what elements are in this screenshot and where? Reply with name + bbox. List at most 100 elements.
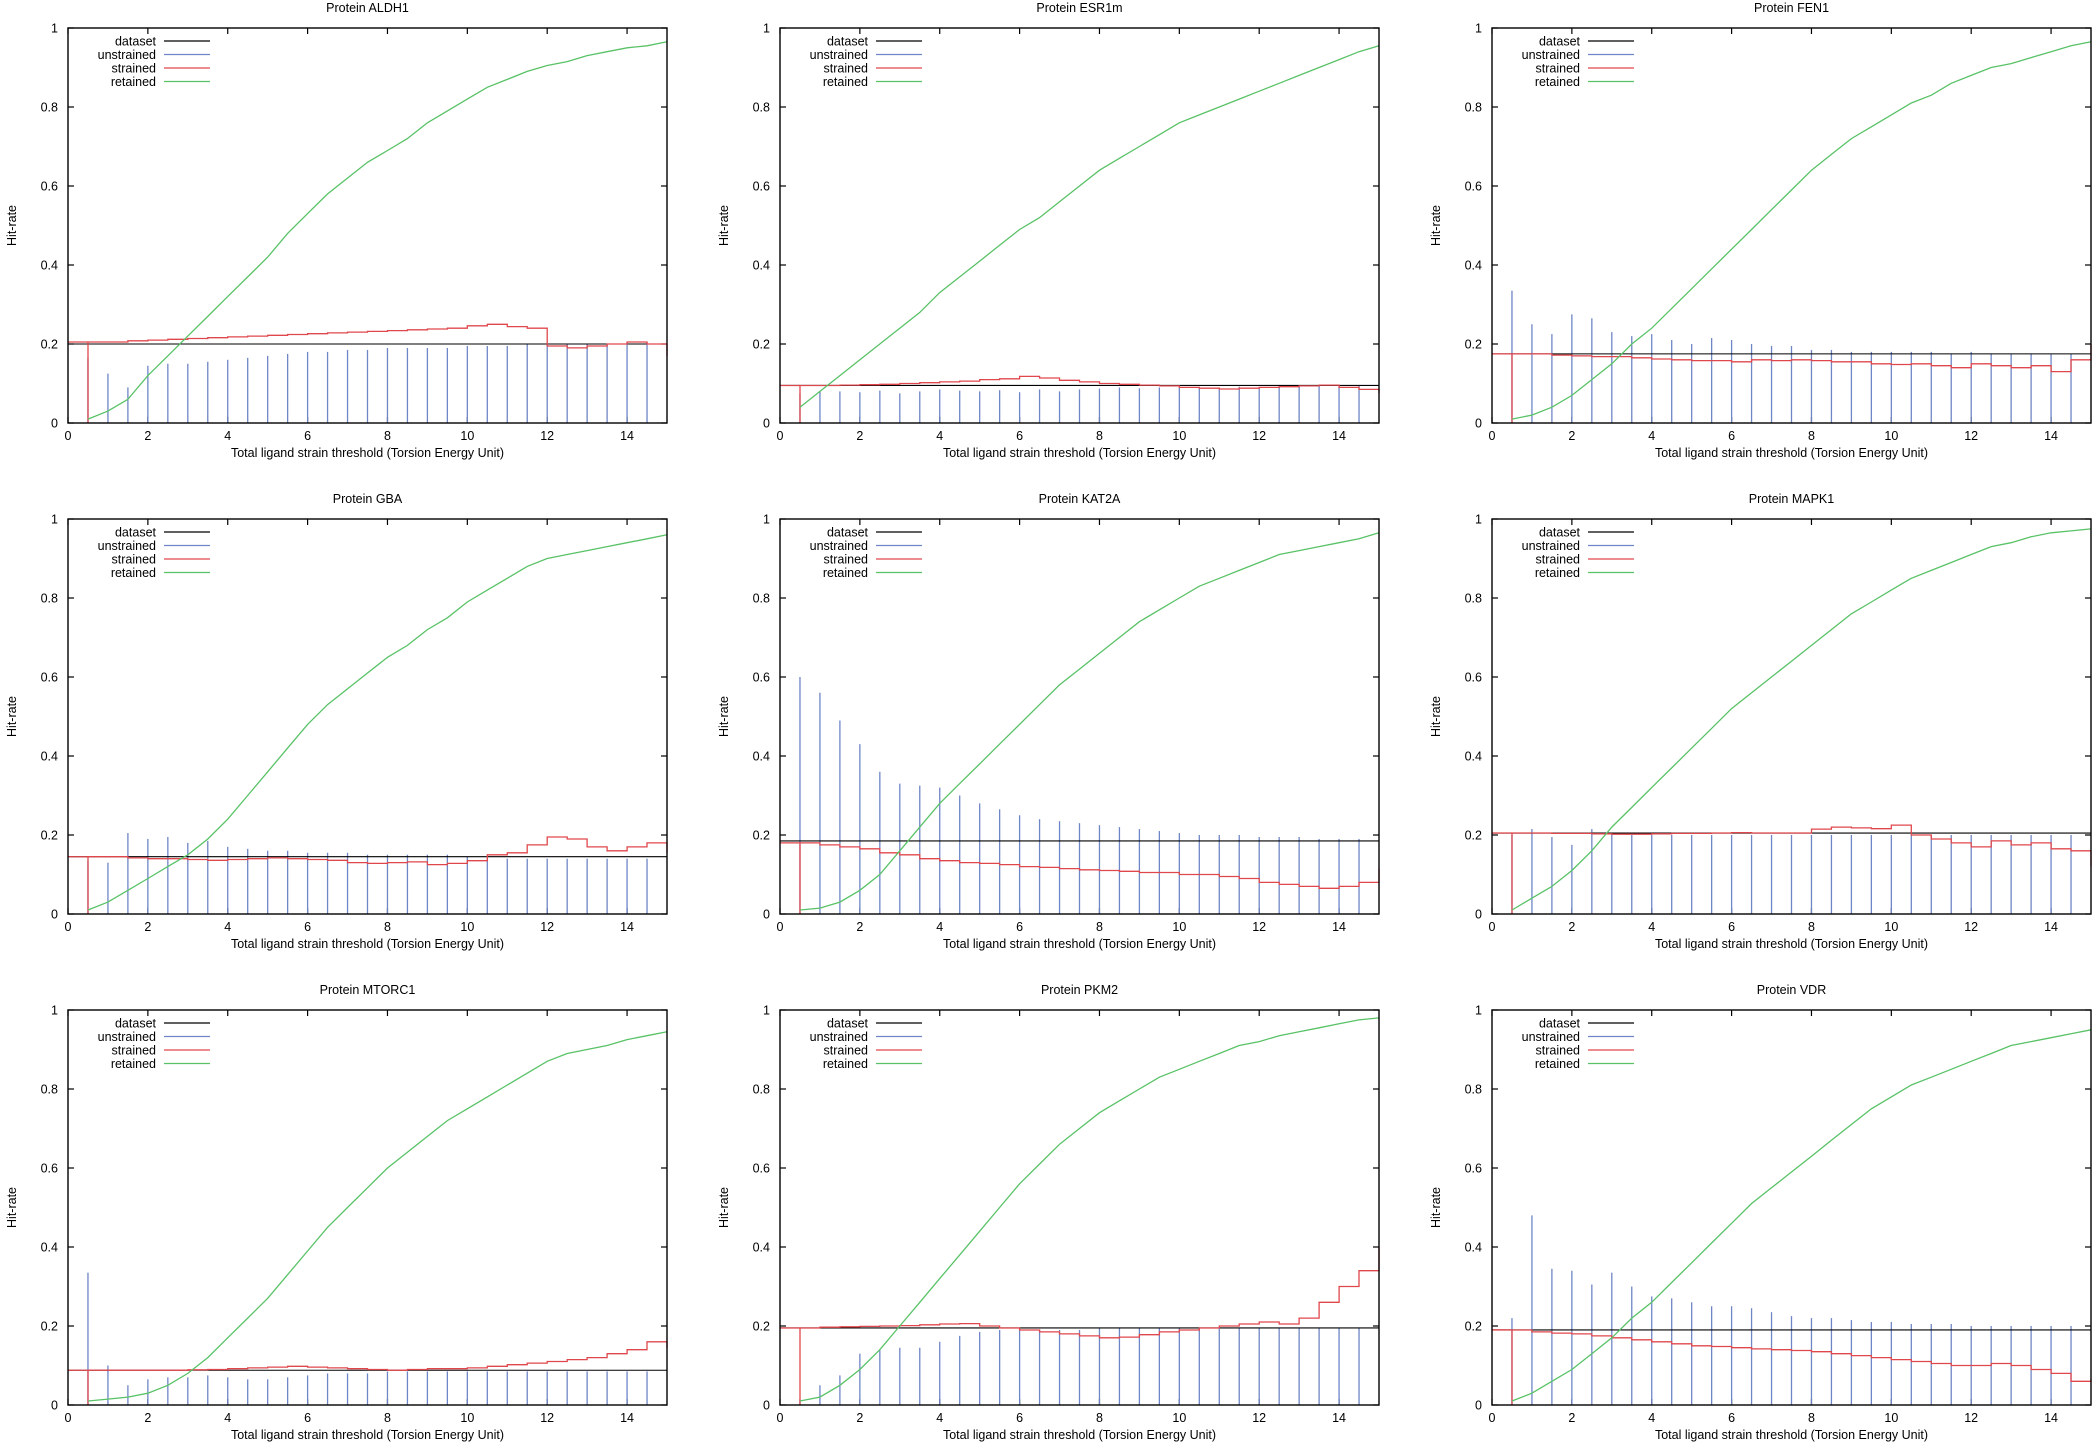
x-tick-label: 12 (540, 429, 554, 443)
retained-line (87, 1031, 668, 1402)
y-tick-label: 1 (51, 1004, 58, 1018)
retained-line (799, 532, 1380, 911)
chart-title: Protein GBA (333, 492, 403, 506)
y-tick-label: 0.4 (41, 750, 58, 764)
strained-step-line (87, 1341, 668, 1405)
x-axis-label: Total ligand strain threshold (Torsion E… (943, 446, 1216, 460)
strained-step-line (799, 1247, 1380, 1405)
y-tick-label: 0.6 (1465, 180, 1482, 194)
x-tick-label: 0 (777, 429, 784, 443)
y-tick-label: 1 (763, 513, 770, 527)
y-tick-label: 1 (51, 22, 58, 36)
plot-frame (67, 27, 668, 424)
x-tick-label: 6 (1728, 1411, 1735, 1425)
chart-title: Protein PKM2 (1041, 983, 1118, 997)
y-tick-label: 0.8 (1465, 592, 1482, 606)
x-tick-label: 4 (1648, 429, 1655, 443)
x-tick-label: 4 (224, 920, 231, 934)
legend-label-retained: retained (111, 566, 156, 580)
y-tick-label: 0.4 (753, 259, 770, 273)
legend-label-retained: retained (1535, 566, 1580, 580)
y-axis-label: Hit-rate (5, 696, 19, 737)
y-tick-label: 0.6 (1465, 671, 1482, 685)
x-tick-label: 2 (1568, 920, 1575, 934)
chart-title: Protein VDR (1757, 983, 1826, 997)
legend-label-retained: retained (823, 75, 868, 89)
y-axis-label: Hit-rate (717, 1187, 731, 1228)
legend-label-unstrained: unstrained (98, 1030, 156, 1044)
legend-label-retained: retained (111, 75, 156, 89)
x-tick-label: 2 (856, 1411, 863, 1425)
x-tick-label: 12 (1252, 920, 1266, 934)
legend-label-unstrained: unstrained (1522, 1030, 1580, 1044)
x-axis-label: Total ligand strain threshold (Torsion E… (231, 937, 504, 951)
y-tick-label: 0 (51, 417, 58, 431)
x-tick-label: 14 (2044, 429, 2058, 443)
x-tick-label: 8 (1808, 429, 1815, 443)
y-tick-label: 0.2 (41, 338, 58, 352)
y-tick-label: 0.4 (41, 259, 58, 273)
x-tick-label: 6 (1016, 429, 1023, 443)
x-tick-label: 2 (1568, 429, 1575, 443)
legend-label-retained: retained (823, 1057, 868, 1071)
chart-title: Protein KAT2A (1039, 492, 1121, 506)
legend-label-dataset: dataset (1539, 1017, 1581, 1031)
y-tick-label: 1 (51, 513, 58, 527)
legend-label-dataset: dataset (827, 35, 869, 49)
y-tick-label: 0.8 (1465, 101, 1482, 115)
y-tick-label: 0.8 (41, 592, 58, 606)
x-axis-label: Total ligand strain threshold (Torsion E… (1655, 937, 1928, 951)
x-tick-label: 4 (1648, 1411, 1655, 1425)
plot-frame (1491, 518, 2092, 915)
y-tick-label: 1 (1475, 22, 1482, 36)
x-tick-label: 14 (2044, 1411, 2058, 1425)
legend-label-dataset: dataset (827, 526, 869, 540)
legend-label-dataset: dataset (827, 1017, 869, 1031)
y-axis-label: Hit-rate (5, 1187, 19, 1228)
legend-label-unstrained: unstrained (1522, 539, 1580, 553)
x-tick-label: 6 (304, 429, 311, 443)
strained-step-line (1511, 1329, 2092, 1405)
y-tick-label: 0.8 (1465, 1083, 1482, 1097)
legend-label-unstrained: unstrained (810, 1030, 868, 1044)
retained-line (799, 45, 1380, 408)
y-tick-label: 0.8 (753, 101, 770, 115)
legend-label-strained: strained (824, 553, 869, 567)
strained-step-line (87, 836, 668, 914)
x-tick-label: 12 (540, 1411, 554, 1425)
x-tick-label: 10 (1172, 1411, 1186, 1425)
x-tick-label: 4 (224, 1411, 231, 1425)
x-tick-label: 0 (65, 920, 72, 934)
x-tick-label: 10 (1884, 920, 1898, 934)
y-tick-label: 1 (763, 22, 770, 36)
x-tick-label: 12 (1252, 1411, 1266, 1425)
y-axis-label: Hit-rate (1429, 205, 1443, 246)
legend-label-unstrained: unstrained (810, 539, 868, 553)
plot-frame (67, 518, 668, 915)
y-tick-label: 0.4 (753, 1241, 770, 1255)
legend-label-unstrained: unstrained (98, 48, 156, 62)
x-tick-label: 6 (1016, 920, 1023, 934)
y-tick-label: 0.2 (1465, 338, 1482, 352)
chart-title: Protein ALDH1 (326, 1, 409, 15)
plot-frame (67, 1009, 668, 1406)
y-tick-label: 0.6 (1465, 1162, 1482, 1176)
strained-step-line (1511, 824, 2092, 914)
legend-label-strained: strained (112, 62, 157, 76)
x-tick-label: 0 (1489, 920, 1496, 934)
chart-title: Protein MTORC1 (320, 983, 416, 997)
x-tick-label: 2 (144, 429, 151, 443)
y-tick-label: 0.2 (41, 1320, 58, 1334)
legend-label-strained: strained (112, 553, 157, 567)
y-axis-label: Hit-rate (5, 205, 19, 246)
legend-label-dataset: dataset (115, 1017, 157, 1031)
